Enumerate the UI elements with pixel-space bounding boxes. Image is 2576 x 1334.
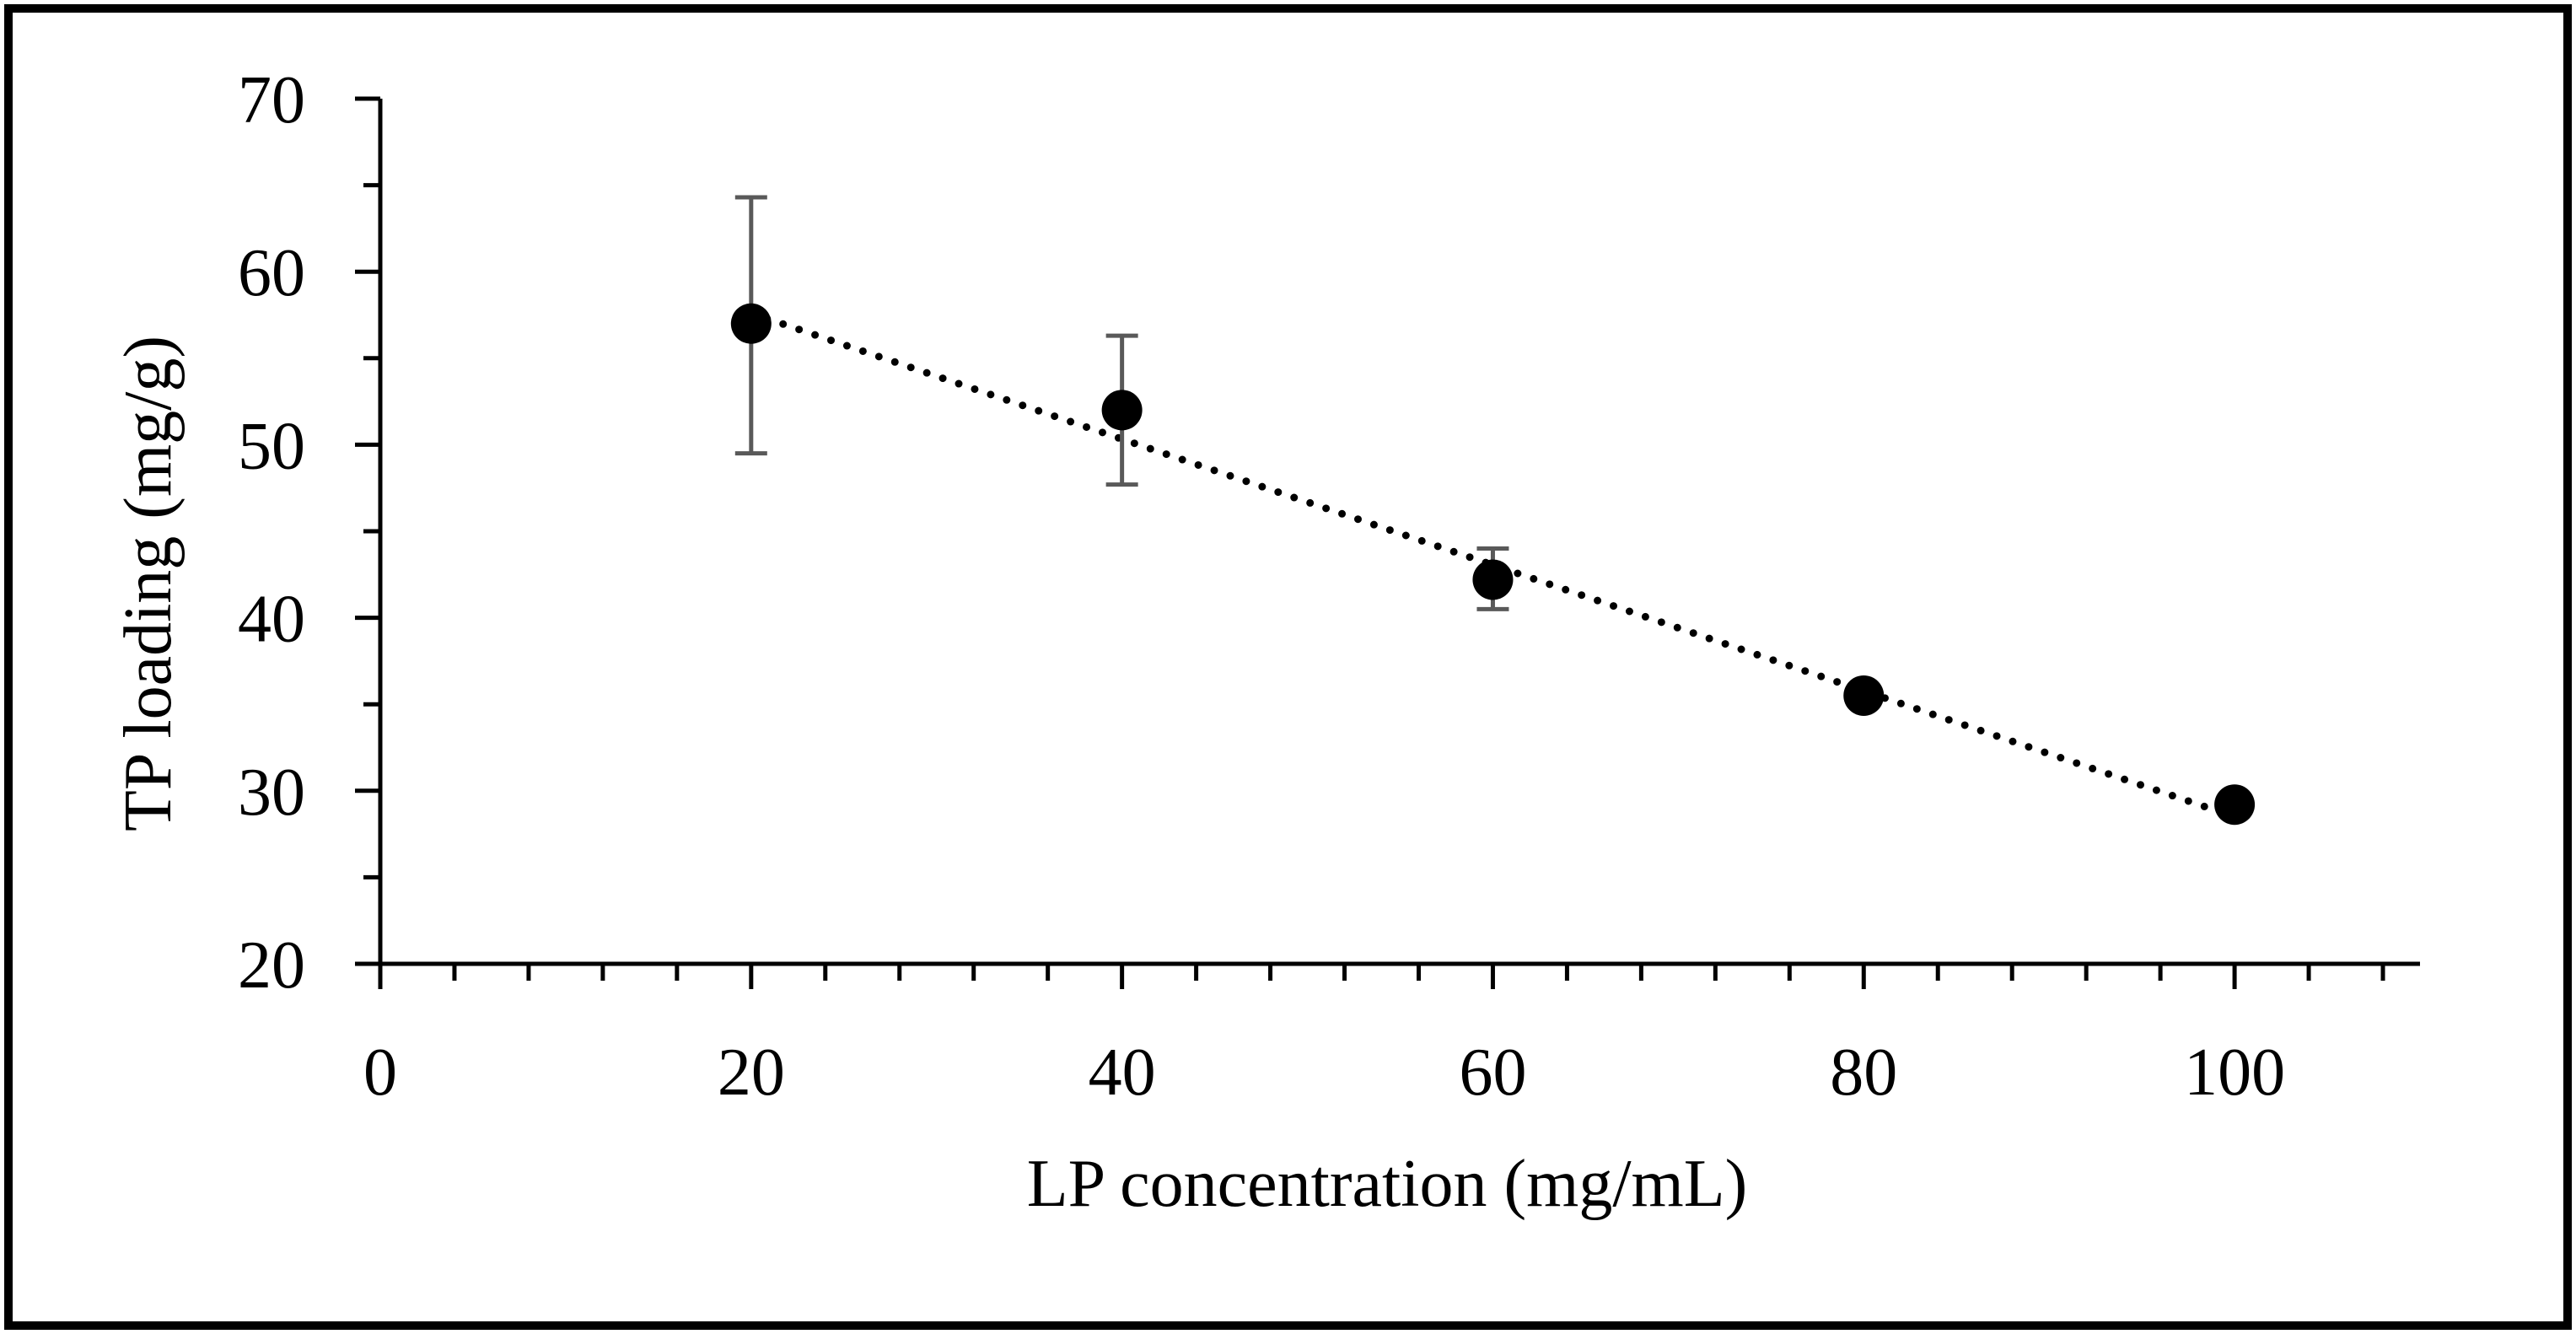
x-tick-label: 40 [1089, 1035, 1156, 1110]
x-tick-label: 0 [363, 1035, 397, 1110]
x-tick-label: 80 [1830, 1035, 1897, 1110]
data-point [1843, 675, 1885, 716]
y-axis-label: TP loading (mg/g) [111, 336, 186, 831]
y-tick-label: 20 [238, 928, 305, 1003]
y-tick-label: 30 [238, 756, 305, 830]
data-point [2214, 784, 2256, 826]
x-axis-label: LP concentration (mg/mL) [1027, 1147, 1748, 1221]
tick-labels: 0 20 40 60 80 100 20 30 40 50 60 70 [238, 63, 2285, 1110]
chart-frame [4, 4, 2572, 1330]
y-tick-label: 50 [238, 409, 305, 483]
y-tick-label: 60 [238, 236, 305, 310]
x-tick-label: 60 [1459, 1035, 1526, 1110]
y-tick-label: 40 [238, 583, 305, 657]
y-tick-label: 70 [238, 63, 305, 137]
data-point [1472, 559, 1514, 600]
data-points [730, 303, 2256, 826]
data-point [730, 303, 772, 344]
data-point [1101, 390, 1143, 431]
x-tick-label: 100 [2184, 1035, 2285, 1110]
ticks [355, 96, 2385, 989]
x-tick-label: 20 [718, 1035, 785, 1110]
